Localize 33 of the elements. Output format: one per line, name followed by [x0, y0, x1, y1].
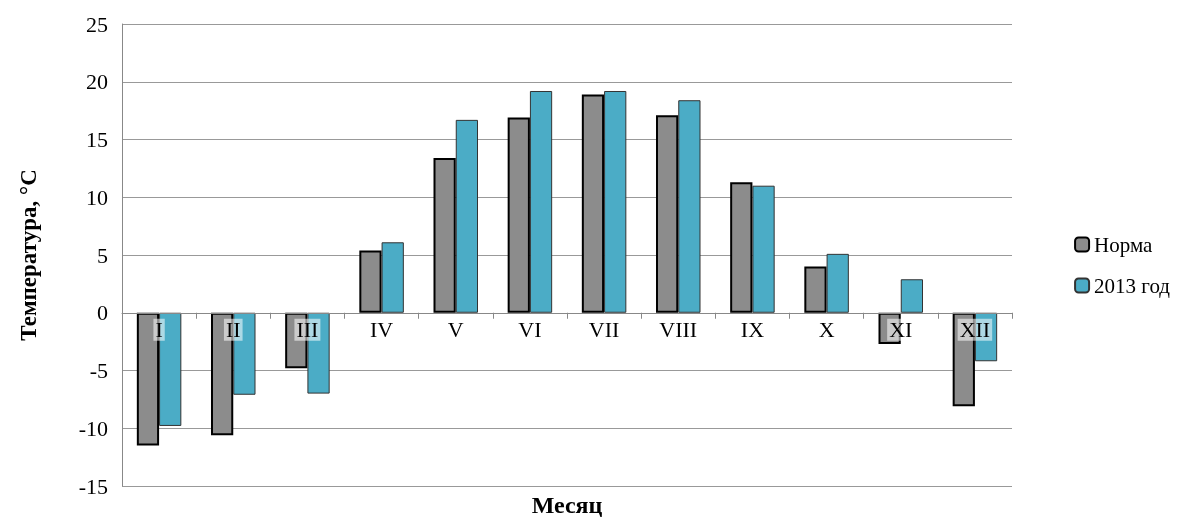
y-tick-label: 10 — [86, 184, 108, 210]
legend-label: Норма — [1094, 232, 1154, 257]
bar — [529, 90, 553, 313]
x-tick-label: IV — [369, 317, 394, 343]
x-tick-label: I — [155, 317, 163, 343]
y-tick-label: -15 — [78, 473, 108, 499]
y-tick-label: -10 — [78, 415, 108, 441]
bar — [900, 279, 923, 313]
x-tick-label: II — [225, 317, 241, 343]
y-tick-label: 5 — [97, 242, 108, 268]
x-tick-label: XI — [889, 317, 913, 343]
bar — [455, 119, 478, 313]
legend-label: 2013 год — [1094, 273, 1171, 298]
y-axis-title: Температура, °C — [16, 169, 41, 341]
y-tick-label: 25 — [86, 11, 108, 37]
x-tick-label: V — [447, 317, 464, 343]
y-tick-label: -5 — [89, 358, 108, 383]
bar — [826, 253, 849, 313]
x-tick-label: VI — [518, 317, 542, 343]
bar — [604, 90, 627, 313]
x-tick-label: XII — [959, 317, 991, 343]
bar — [678, 100, 701, 313]
x-tick-label: III — [296, 317, 319, 343]
bar — [752, 185, 775, 313]
y-tick-label: 20 — [86, 69, 108, 95]
y-tick-label: 0 — [97, 300, 108, 326]
x-tick-label: X — [818, 317, 835, 343]
x-tick-label: VII — [588, 317, 620, 343]
bar — [381, 242, 404, 313]
x-tick-label: VIII — [659, 317, 698, 343]
x-axis-title: Месяц — [531, 491, 603, 518]
y-tick-label: 15 — [86, 127, 108, 152]
x-tick-label: IX — [740, 317, 765, 343]
